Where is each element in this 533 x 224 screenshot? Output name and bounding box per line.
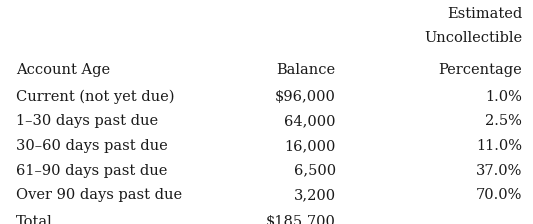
Text: $185,700: $185,700 xyxy=(266,215,336,224)
Text: Balance: Balance xyxy=(277,63,336,77)
Text: 1.0%: 1.0% xyxy=(486,90,522,103)
Text: Percentage: Percentage xyxy=(439,63,522,77)
Text: 2.5%: 2.5% xyxy=(486,114,522,128)
Text: 30–60 days past due: 30–60 days past due xyxy=(16,139,168,153)
Text: Estimated: Estimated xyxy=(447,7,522,21)
Text: 70.0%: 70.0% xyxy=(476,188,522,202)
Text: Account Age: Account Age xyxy=(16,63,110,77)
Text: Total: Total xyxy=(16,215,53,224)
Text: 37.0%: 37.0% xyxy=(476,164,522,177)
Text: $96,000: $96,000 xyxy=(275,90,336,103)
Text: Uncollectible: Uncollectible xyxy=(424,31,522,45)
Text: 64,000: 64,000 xyxy=(284,114,336,128)
Text: 6,500: 6,500 xyxy=(294,164,336,177)
Text: Current (not yet due): Current (not yet due) xyxy=(16,90,174,104)
Text: 1–30 days past due: 1–30 days past due xyxy=(16,114,158,128)
Text: Over 90 days past due: Over 90 days past due xyxy=(16,188,182,202)
Text: 16,000: 16,000 xyxy=(285,139,336,153)
Text: 3,200: 3,200 xyxy=(294,188,336,202)
Text: 61–90 days past due: 61–90 days past due xyxy=(16,164,167,177)
Text: 11.0%: 11.0% xyxy=(477,139,522,153)
